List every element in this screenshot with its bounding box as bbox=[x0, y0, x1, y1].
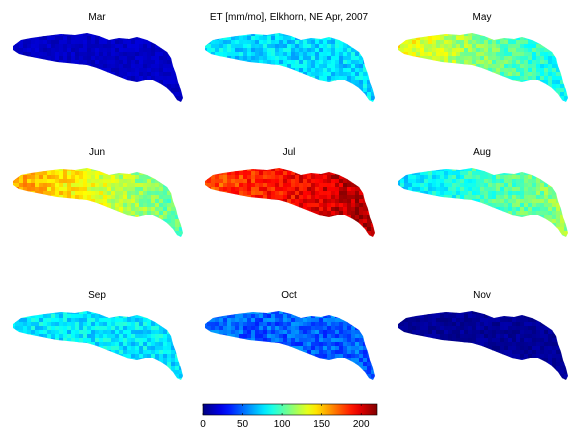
basin-raster bbox=[205, 311, 375, 380]
map-panel: Nov bbox=[398, 290, 568, 380]
map-panel: May bbox=[398, 12, 568, 102]
colorbar-tick-label: 100 bbox=[274, 419, 291, 430]
panel-title: Mar bbox=[88, 12, 106, 23]
panel-title: Jul bbox=[283, 147, 296, 158]
basin-raster bbox=[398, 168, 568, 237]
map-panel: Jun bbox=[13, 147, 183, 237]
colorbar-tick-label: 50 bbox=[237, 419, 249, 430]
colorbar: 0 50 100 150 200 bbox=[200, 403, 378, 430]
basin-raster bbox=[398, 33, 568, 102]
map-panel: ET [mm/mo], Elkhorn, NE Apr, 2007 bbox=[205, 12, 375, 102]
map-panel: Oct bbox=[205, 290, 375, 380]
panel-title: Aug bbox=[473, 147, 491, 158]
panel-title: Oct bbox=[281, 290, 297, 301]
map-panel: Jul bbox=[205, 147, 375, 237]
panel-title: Sep bbox=[88, 290, 106, 301]
panel-title: ET [mm/mo], Elkhorn, NE Apr, 2007 bbox=[210, 12, 369, 23]
map-panel: Mar bbox=[13, 12, 183, 102]
panel-title: Nov bbox=[473, 290, 491, 301]
basin-raster bbox=[205, 33, 375, 102]
map-panel: Sep bbox=[13, 290, 183, 380]
basin-raster bbox=[13, 33, 183, 102]
basin-raster bbox=[398, 311, 568, 380]
colorbar-tick-label: 0 bbox=[200, 419, 206, 430]
colorbar-tick-label: 200 bbox=[353, 419, 370, 430]
basin-raster bbox=[13, 168, 183, 237]
panel-title: May bbox=[473, 12, 492, 23]
panel-title: Jun bbox=[89, 147, 105, 158]
basin-raster bbox=[205, 168, 375, 237]
map-panel: Aug bbox=[398, 147, 568, 237]
basin-raster bbox=[13, 311, 183, 380]
colorbar-gradient bbox=[202, 403, 378, 416]
colorbar-tick-label: 150 bbox=[313, 419, 330, 430]
